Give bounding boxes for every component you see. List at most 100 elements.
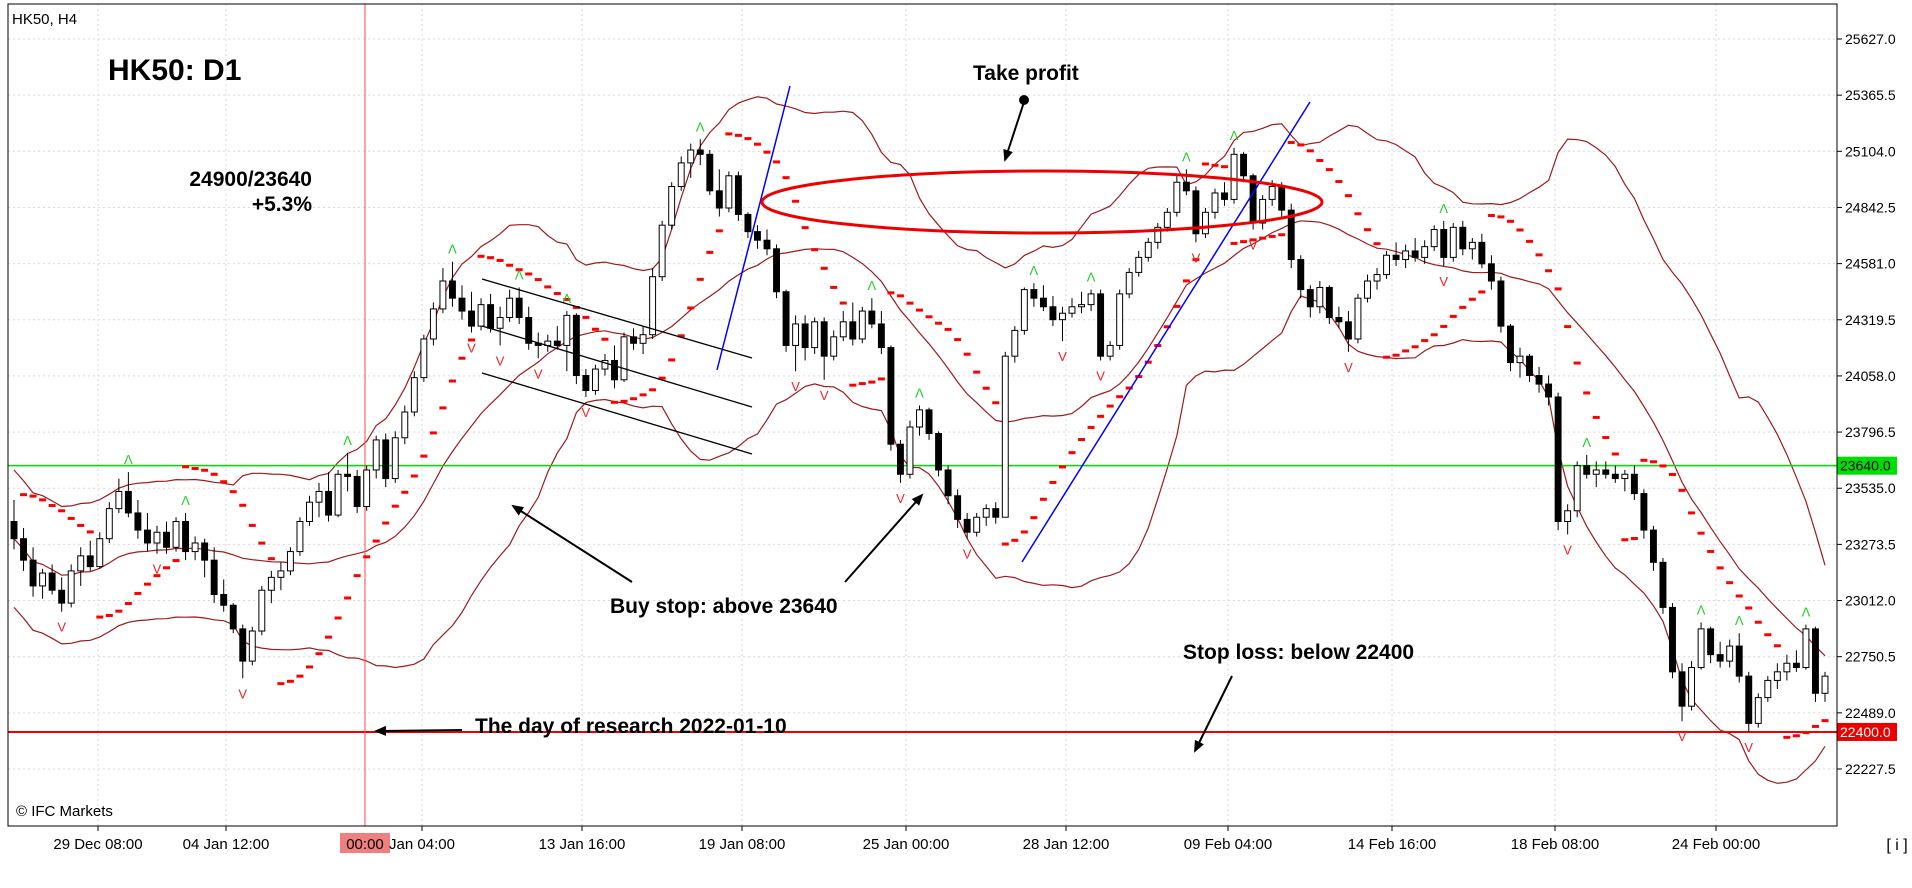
candle-body — [1173, 181, 1181, 213]
candle — [1221, 182, 1228, 206]
candle — [439, 268, 447, 314]
candle — [1468, 238, 1476, 260]
candle-body — [992, 508, 1000, 518]
candle-body — [1221, 192, 1228, 200]
candle-body — [1792, 662, 1800, 669]
candle-body — [153, 531, 161, 544]
candle — [954, 489, 962, 528]
sar-dot — [1506, 219, 1514, 223]
research-date-tag — [340, 833, 390, 853]
sar-dot — [1640, 458, 1648, 462]
sar-dot — [639, 393, 647, 397]
candle — [1154, 223, 1162, 249]
candle — [67, 564, 75, 608]
sar-dot — [1821, 719, 1829, 723]
candle — [1526, 354, 1533, 382]
candle — [1182, 169, 1190, 196]
info-button[interactable]: [ i ] — [1886, 837, 1907, 854]
candle-body — [1745, 675, 1753, 724]
candle — [39, 568, 47, 599]
y-tick-label: 24842.5 — [1845, 199, 1896, 215]
fractal-down-icon: V — [496, 353, 505, 368]
arrow-take-profit — [1003, 101, 1025, 162]
candle-body — [754, 231, 761, 241]
channel-upper — [481, 278, 753, 359]
candle-body — [458, 297, 466, 312]
sar-dot — [267, 557, 275, 561]
sar-dot — [649, 388, 657, 392]
sar-dot — [1526, 239, 1534, 243]
candle-body — [182, 521, 190, 553]
fractal-up-icon: Λ — [562, 291, 571, 306]
candle-body — [868, 310, 876, 325]
candle-body — [1697, 628, 1705, 669]
candle-body — [1821, 675, 1829, 694]
candle — [611, 345, 618, 389]
sar-dot — [1630, 536, 1638, 540]
candle — [601, 354, 609, 376]
candle-body — [1201, 211, 1209, 235]
fractal-up-icon: Λ — [915, 386, 924, 401]
sar-dot — [1440, 324, 1448, 328]
sar-dot — [229, 490, 237, 494]
sar-dot — [1182, 279, 1190, 283]
candle-body — [39, 572, 47, 587]
candle-body — [1564, 510, 1572, 523]
candle — [1449, 223, 1457, 262]
candle — [1812, 626, 1819, 702]
candle — [1335, 306, 1343, 329]
candle — [849, 302, 857, 346]
candle — [1192, 186, 1200, 243]
candle-body — [1364, 280, 1371, 299]
sar-dot — [963, 352, 971, 356]
sar-dot — [1078, 438, 1086, 442]
sar-dot — [515, 268, 523, 272]
candle-body — [1621, 473, 1629, 480]
candle — [1773, 663, 1781, 690]
sar-dot — [887, 291, 895, 295]
x-tick-label: 09 Feb 04:00 — [1184, 836, 1272, 853]
candle-body — [1392, 254, 1400, 261]
candle — [1097, 289, 1105, 361]
sar-dot — [1583, 391, 1591, 395]
candle-body — [954, 495, 962, 520]
sar-dot — [1211, 163, 1219, 167]
candle-body — [601, 359, 609, 370]
candle-body — [1649, 529, 1657, 563]
candle — [639, 326, 647, 355]
fractal-up-icon: Λ — [1697, 602, 1706, 617]
sar-dot — [115, 609, 123, 613]
sar-dot — [1516, 228, 1524, 232]
candle-body — [20, 538, 27, 561]
candle-body — [1459, 226, 1467, 250]
sar-dot — [391, 504, 399, 508]
candle — [315, 482, 323, 518]
candle — [973, 512, 981, 537]
sar-dot — [935, 321, 943, 325]
fractal-down-icon: V — [534, 366, 543, 381]
candle — [1535, 366, 1543, 393]
sar-dot — [820, 266, 828, 270]
candle-body — [639, 334, 647, 344]
sar-dot — [20, 493, 28, 497]
candle-body — [1726, 645, 1734, 662]
candle — [1821, 671, 1829, 702]
candle — [105, 502, 113, 543]
candle — [1011, 326, 1019, 363]
candle — [1325, 285, 1333, 324]
channel-lower — [481, 372, 753, 455]
sar-dot — [1383, 355, 1391, 359]
sar-dot — [1268, 234, 1276, 238]
sar-dot — [1573, 361, 1581, 365]
candle — [344, 452, 352, 492]
candle — [811, 317, 819, 355]
x-axis: 29 Dec 08:00 04 Jan 12:00 00:00 Jan 04:00 13… — [53, 826, 1760, 853]
sar-dot — [906, 301, 914, 305]
candle — [1707, 626, 1715, 664]
sar-dot — [525, 272, 533, 276]
candle-body — [210, 559, 218, 596]
candle-body — [1306, 289, 1314, 308]
sar-dot — [1001, 542, 1009, 546]
